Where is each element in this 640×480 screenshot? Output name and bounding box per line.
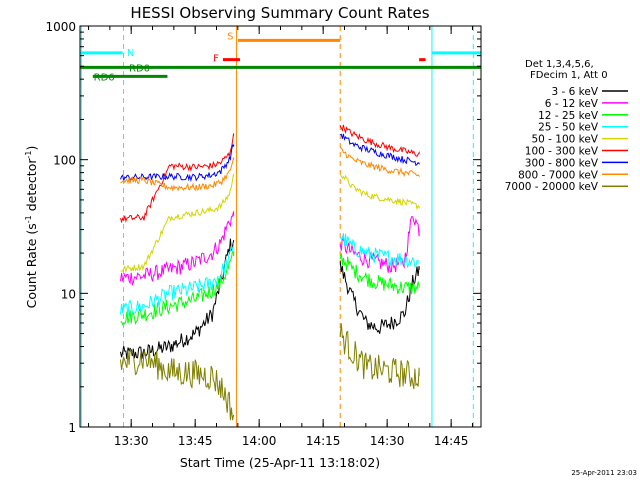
series-line-7-run-0 [120, 157, 235, 192]
series-line-1-run-1 [339, 216, 420, 273]
series-line-6-run-1 [340, 133, 420, 167]
series-line-1-run-0 [120, 211, 235, 287]
y-tick-label-3: 1000 [45, 20, 76, 34]
state-bar-label-5: RD0 [129, 63, 150, 74]
series-line-5-run-1 [339, 124, 420, 157]
x-tick-label-1: 13:45 [178, 434, 213, 448]
x-tick-label-3: 14:15 [306, 434, 341, 448]
footer-date: 25-Apr-2011 23:03 [571, 469, 637, 477]
y-axis-label: Count Rate (s-1 detector-1) [24, 146, 39, 309]
legend-label-6: 300 - 800 keV [525, 157, 599, 169]
plot-area: N S F RD0 RD6 13:30 13:45 14:00 14:15 14:30 14:45 1… [45, 20, 628, 448]
legend-header-line1: Det 1,3,4,5,6, [525, 59, 594, 70]
state-bar-label-2: S [227, 31, 233, 42]
y-tick-label-0: 1 [68, 421, 76, 435]
state-bar-label-3: F [213, 54, 219, 65]
x-axis-label: Start Time (25-Apr-11 13:18:02) [180, 455, 380, 470]
y-label-sup1: -1 [24, 215, 33, 223]
legend-header-line2: FDecim 1, Att 0 [530, 70, 608, 81]
series-line-2-run-0 [120, 251, 235, 326]
chart-title: HESSI Observing Summary Count Rates [130, 4, 429, 22]
legend-label-0: 3 - 6 keV [551, 86, 598, 98]
legend-label-5: 100 - 300 keV [525, 146, 599, 158]
series-line-6-run-0 [120, 144, 235, 183]
legend-label-2: 12 - 25 keV [538, 110, 599, 122]
legend-label-4: 50 - 100 keV [531, 134, 598, 146]
x-tick-label-0: 13:30 [114, 434, 149, 448]
legend-label-8: 7000 - 20000 keV [505, 181, 599, 193]
y-label-part2: detector [24, 158, 39, 216]
x-tick-label-5: 14:45 [434, 434, 469, 448]
state-bar-label-0: N [127, 48, 134, 59]
series-line-2-run-1 [339, 253, 420, 295]
y-tick-label-2: 100 [53, 154, 76, 168]
series-line-0-run-1 [339, 261, 420, 334]
legend-label-3: 25 - 50 keV [538, 122, 599, 134]
x-tick-label-4: 14:30 [370, 434, 405, 448]
y-label-part3: ) [24, 146, 39, 151]
series-line-5-run-0 [120, 133, 235, 224]
series-line-8-run-0 [120, 348, 235, 421]
series-line-0-run-0 [120, 238, 235, 360]
series-line-4-run-1 [339, 174, 420, 211]
series-line-8-run-1 [339, 323, 420, 390]
legend-label-1: 6 - 12 keV [545, 98, 599, 110]
series-line-3-run-0 [120, 242, 235, 317]
y-tick-label-1: 10 [61, 287, 76, 301]
x-tick-label-2: 14:00 [242, 434, 277, 448]
y-label-sup2: -1 [24, 151, 33, 159]
series-line-3-run-1 [339, 233, 420, 268]
y-label-part1: Count Rate (s [24, 223, 39, 308]
series-line-4-run-0 [120, 173, 235, 274]
series-line-7-run-1 [339, 146, 420, 178]
state-bar-label-6: RD6 [94, 72, 115, 83]
legend-label-7: 800 - 7000 keV [518, 169, 599, 181]
